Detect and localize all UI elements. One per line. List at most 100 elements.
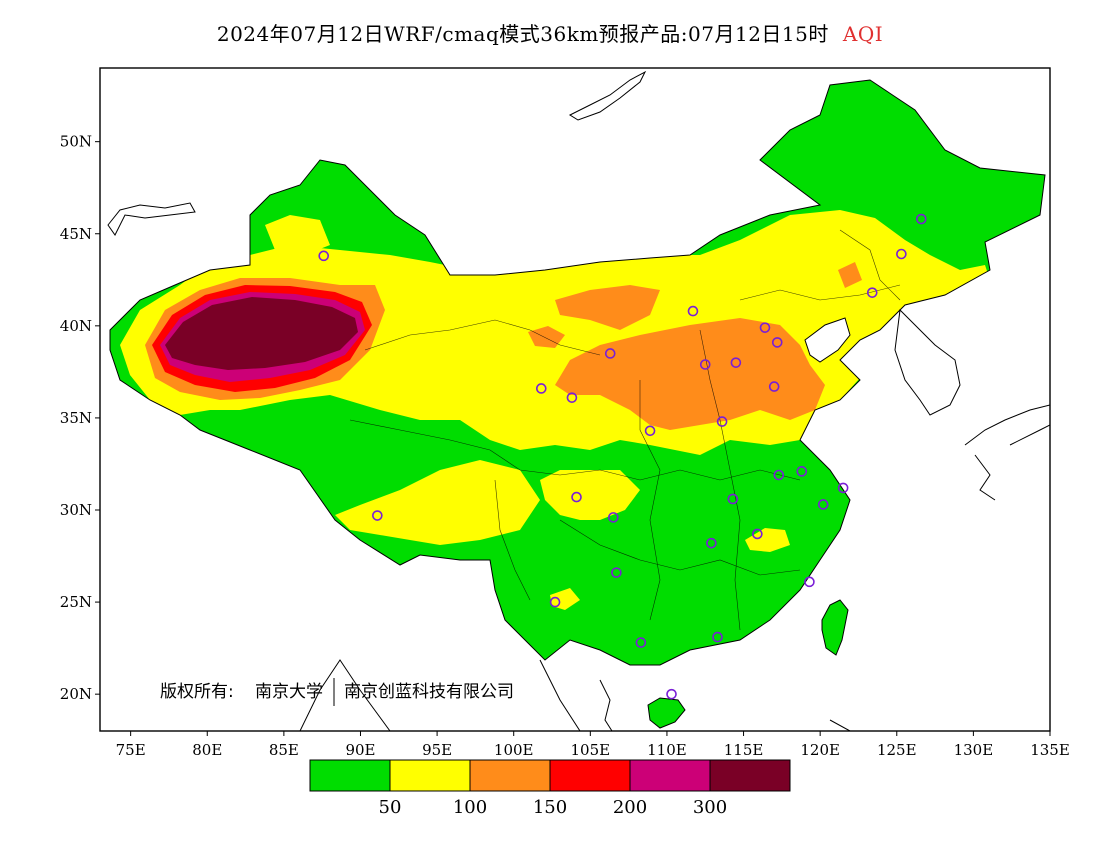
x-tick-label: 135E <box>1030 741 1070 759</box>
legend-swatch <box>389 759 471 792</box>
city-markers <box>318 213 927 700</box>
x-tick-label: 125E <box>877 741 917 759</box>
title-main: 2024年07月12日WRF/cmaq模式36km预报产品:07月12日15时 <box>216 22 829 46</box>
title-variable: AQI <box>842 22 884 46</box>
city-marker <box>752 528 763 540</box>
y-tick-label: 35N <box>60 409 92 427</box>
kazakh-lake <box>107 202 196 236</box>
x-tick-label: 85E <box>269 741 299 759</box>
x-tick-label: 115E <box>724 741 764 759</box>
aqi-band-usg-north-china <box>555 318 825 430</box>
aqi-band-hazardous-tarim <box>165 297 358 370</box>
x-tick-label: 95E <box>422 741 452 759</box>
korea-coast <box>894 308 961 416</box>
city-marker <box>730 357 742 368</box>
y-tick-label: 20N <box>60 685 92 703</box>
province-line-g <box>739 284 901 301</box>
x-tick-label: 130E <box>954 741 994 759</box>
copyright-prefix: 版权所有: <box>160 682 234 702</box>
city-marker <box>768 381 780 392</box>
copyright-notice: 版权所有: 南京大学 南京创蓝科技有限公司 <box>160 678 514 706</box>
x-tick-label: 120E <box>800 741 840 759</box>
boundary-lines <box>107 70 1050 731</box>
province-line-h <box>839 229 901 301</box>
city-marker <box>604 348 616 359</box>
x-tick-label: 110E <box>647 741 687 759</box>
city-marker <box>866 287 878 298</box>
legend-label: 50 <box>379 797 402 818</box>
city-marker <box>549 596 561 608</box>
city-marker <box>635 637 647 648</box>
bohai-sea <box>804 317 851 363</box>
city-marker <box>372 510 383 521</box>
legend-label: 200 <box>613 797 647 818</box>
city-marker <box>318 250 330 262</box>
aqi-band-moderate-xinjiang-n <box>265 215 330 255</box>
southeast-asia-coast <box>299 659 851 731</box>
aqi-band-usg-inner-mongolia <box>555 285 660 330</box>
city-marker <box>608 512 619 523</box>
city-marker <box>771 337 783 348</box>
province-line-a <box>364 319 601 356</box>
china-outline <box>109 79 1046 666</box>
x-tick-label: 105E <box>571 741 611 759</box>
legend-label: 150 <box>533 797 567 818</box>
color-legend: 50 100 150 200 300 <box>309 759 791 818</box>
city-marker <box>699 359 711 370</box>
y-tick-label: 45N <box>60 225 92 243</box>
x-tick-label: 75E <box>116 741 146 759</box>
japan-coast <box>964 404 1050 501</box>
x-axis: 75E 80E 85E 90E 95E 100E 105E 110E 115E 120E 125E 1… <box>116 731 1070 759</box>
y-tick-label: 50N <box>60 133 92 151</box>
city-marker <box>666 688 677 700</box>
aqi-band-moderate-yunnan <box>550 588 580 610</box>
city-marker <box>896 248 907 260</box>
city-marker <box>687 305 699 317</box>
copyright-company: 南京创蓝科技有限公司 <box>344 682 514 702</box>
city-marker <box>773 469 785 481</box>
province-line-f <box>699 329 741 631</box>
city-marker <box>712 631 723 643</box>
y-tick-label: 25N <box>60 593 92 611</box>
x-tick-label: 100E <box>494 741 534 759</box>
y-tick-label: 40N <box>60 317 92 335</box>
map-frame <box>99 67 1051 732</box>
y-axis: 20N 25N 30N 35N 40N 45N 50N <box>60 133 100 703</box>
y-tick-label: 30N <box>60 501 92 519</box>
hainan-outline <box>647 697 686 729</box>
city-marker <box>644 425 656 437</box>
legend-swatch <box>549 759 631 792</box>
baikal-lake <box>568 70 647 121</box>
city-marker <box>804 576 815 588</box>
city-marker <box>566 392 578 403</box>
city-marker <box>727 493 739 505</box>
x-tick-label: 90E <box>345 741 375 759</box>
aqi-band-moderate-jiangxi <box>745 528 790 552</box>
city-marker <box>611 567 622 578</box>
province-line-c <box>599 469 801 481</box>
legend-label: 300 <box>693 797 727 818</box>
aqi-band-usg-northeast <box>838 262 862 288</box>
map-title: 2024年07月12日WRF/cmaq模式36km预报产品:07月12日15时 A… <box>0 18 1100 47</box>
city-marker <box>796 466 808 477</box>
province-line-e <box>639 380 661 621</box>
city-marker <box>716 416 728 427</box>
copyright-nju: 南京大学 <box>255 682 323 702</box>
aqi-band-moderate-sichuan <box>540 470 640 520</box>
legend-swatch <box>709 759 791 792</box>
province-line-b <box>349 419 601 476</box>
city-marker <box>759 322 771 333</box>
city-marker <box>571 491 582 503</box>
city-marker <box>535 383 547 394</box>
city-marker <box>817 499 829 510</box>
x-tick-label: 80E <box>192 741 222 759</box>
province-lines <box>349 229 901 631</box>
province-line-i <box>494 479 531 601</box>
legend-label: 100 <box>453 797 487 818</box>
city-marker <box>915 213 927 225</box>
legend-swatch <box>309 759 391 792</box>
aqi-band-usg-gansu <box>528 326 565 348</box>
legend-swatch <box>629 759 711 792</box>
province-line-d <box>559 519 801 576</box>
